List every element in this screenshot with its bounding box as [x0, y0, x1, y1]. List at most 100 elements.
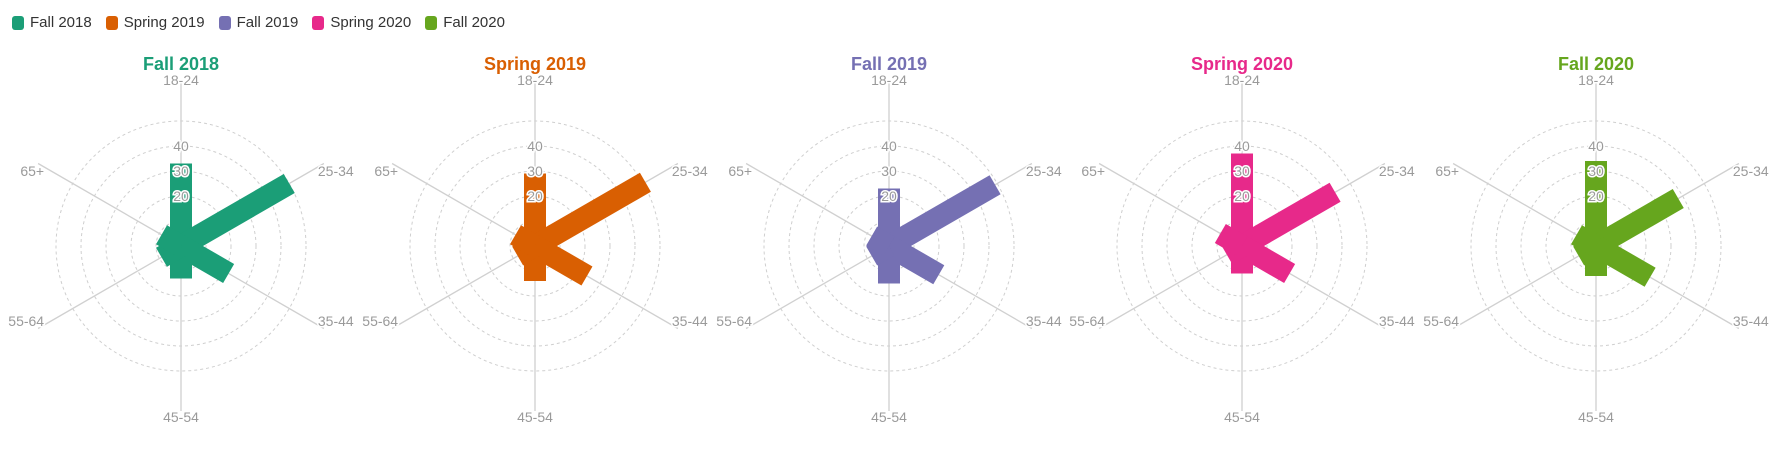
- legend-label: Spring 2020: [330, 14, 412, 31]
- radial-tick-label: 30: [881, 163, 897, 179]
- spoke-55-64: [1452, 245, 1597, 330]
- category-label-35-44: 35-44: [1733, 313, 1769, 329]
- spoke-55-64: [745, 245, 890, 330]
- radial-tick-label: 40: [1234, 138, 1250, 154]
- grid-ring: [813, 170, 965, 322]
- bar-25-34[interactable]: [529, 172, 651, 256]
- category-label-18-24: 18-24: [1224, 72, 1260, 88]
- radial-chart-spring-2020: Spring 2020 20 30 40 18-24 25-34 35-44 45-54 55-…: [1068, 54, 1417, 427]
- grid-ring: [155, 220, 207, 272]
- spoke-55-64: [391, 245, 536, 330]
- legend-label: Fall 2019: [236, 14, 299, 31]
- bar-18-24[interactable]: [1231, 153, 1253, 247]
- radial-chart-fall-2020: Fall 2020 20 30 40 18-24 25-34 35-44 45-54 55-64…: [1422, 54, 1771, 427]
- bar-65[interactable]: [866, 226, 895, 256]
- radial-tick-label: 40: [527, 138, 543, 154]
- grid-ring: [105, 170, 257, 322]
- category-label-45-54: 45-54: [517, 409, 553, 425]
- spoke-55-64: [37, 245, 182, 330]
- grid-ring: [1520, 170, 1672, 322]
- radial-chart-spring-2019: Spring 2019 20 30 40 18-24 25-34 35-44 45-54 55-…: [361, 54, 710, 427]
- legend-item-fall-2019[interactable]: Fall 2019: [218, 14, 299, 31]
- legend-label: Fall 2018: [30, 14, 92, 31]
- category-label-25-34: 25-34: [1026, 163, 1062, 179]
- category-label-25-34: 25-34: [1379, 163, 1415, 179]
- radial-tick-label: 30: [1234, 163, 1250, 179]
- radial-tick-label: 20: [173, 188, 189, 204]
- bar-25-34[interactable]: [1236, 182, 1341, 256]
- spoke-65: [391, 162, 536, 247]
- legend-item-fall-2018[interactable]: Fall 2018: [12, 14, 92, 31]
- spoke-65: [37, 162, 182, 247]
- legend-item-spring-2019[interactable]: Spring 2019: [105, 14, 205, 31]
- bar-18-24[interactable]: [170, 163, 192, 247]
- legend-label: Spring 2019: [123, 14, 205, 31]
- chart-title: Fall 2020: [1558, 54, 1634, 74]
- bar-25-34[interactable]: [1590, 188, 1684, 256]
- category-label-55-64: 55-64: [1423, 313, 1459, 329]
- radial-chart-fall-2019: Fall 2019 20 30 40 18-24 25-34 35-44 45-54 55-64…: [715, 54, 1064, 427]
- category-label-65: 65+: [374, 163, 398, 179]
- legend-swatch: [105, 15, 118, 30]
- category-label-55-64: 55-64: [716, 313, 752, 329]
- bar-65[interactable]: [156, 225, 187, 256]
- grid-ring: [863, 220, 915, 272]
- grid-ring: [459, 170, 611, 322]
- category-label-25-34: 25-34: [1733, 163, 1769, 179]
- radial-tick-label: 40: [881, 138, 897, 154]
- radial-tick-label: 30: [1588, 163, 1604, 179]
- grid-ring: [509, 220, 561, 272]
- radial-tick-label: 20: [527, 188, 543, 204]
- legend-swatch: [12, 15, 24, 30]
- chart-title: Fall 2018: [143, 54, 219, 74]
- spoke-65: [745, 162, 890, 247]
- category-label-65: 65+: [20, 163, 44, 179]
- category-label-35-44: 35-44: [672, 313, 708, 329]
- category-label-65: 65+: [1081, 163, 1105, 179]
- bar-18-24[interactable]: [524, 173, 546, 247]
- spoke-55-64: [1098, 245, 1243, 330]
- chart-title: Fall 2019: [851, 54, 927, 74]
- legend-label: Fall 2020: [443, 14, 505, 31]
- bar-65[interactable]: [510, 225, 541, 256]
- category-label-18-24: 18-24: [517, 72, 553, 88]
- category-label-25-34: 25-34: [672, 163, 708, 179]
- grid-ring: [1166, 170, 1318, 322]
- legend-swatch: [218, 15, 231, 30]
- spoke-65: [1452, 162, 1597, 247]
- category-label-55-64: 55-64: [8, 313, 44, 329]
- category-label-45-54: 45-54: [1578, 409, 1614, 425]
- legend-swatch: [425, 15, 438, 30]
- category-label-45-54: 45-54: [163, 409, 199, 425]
- radial-tick-label: 20: [1588, 188, 1604, 204]
- legend-item-fall-2020[interactable]: Fall 2020: [425, 14, 505, 31]
- bar-65[interactable]: [1571, 225, 1602, 256]
- radial-tick-label: 40: [173, 138, 189, 154]
- category-label-25-34: 25-34: [318, 163, 354, 179]
- chart-title: Spring 2019: [484, 54, 586, 74]
- category-label-65: 65+: [728, 163, 752, 179]
- radial-tick-label: 20: [881, 188, 897, 204]
- category-label-35-44: 35-44: [1026, 313, 1062, 329]
- chart-title: Spring 2020: [1191, 54, 1293, 74]
- category-label-18-24: 18-24: [163, 72, 199, 88]
- legend-item-spring-2020[interactable]: Spring 2020: [312, 14, 411, 31]
- grid-ring: [1570, 220, 1622, 272]
- radial-chart-fall-2018: Fall 2018 20 30 40 18-24 25-34 35-44 45-54 55-64…: [7, 54, 356, 427]
- bar-65[interactable]: [1214, 223, 1248, 256]
- spoke-65: [1098, 162, 1243, 247]
- legend-swatch: [312, 15, 325, 30]
- radial-tick-label: 30: [527, 163, 543, 179]
- bar-25-34[interactable]: [883, 175, 1001, 256]
- bar-18-24[interactable]: [1585, 161, 1607, 246]
- radial-tick-label: 30: [173, 163, 189, 179]
- category-label-45-54: 45-54: [1224, 409, 1260, 425]
- category-label-35-44: 35-44: [1379, 313, 1415, 329]
- category-label-18-24: 18-24: [1578, 72, 1614, 88]
- grid-ring: [1216, 220, 1268, 272]
- bar-25-34[interactable]: [175, 173, 295, 256]
- category-label-55-64: 55-64: [362, 313, 398, 329]
- radial-tick-label: 40: [1588, 138, 1604, 154]
- category-label-55-64: 55-64: [1069, 313, 1105, 329]
